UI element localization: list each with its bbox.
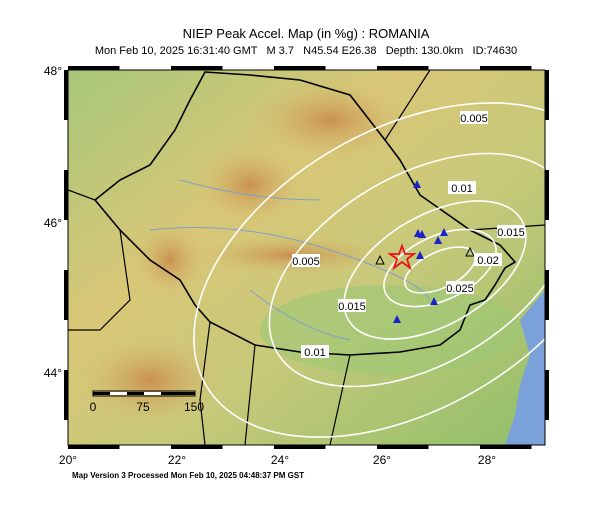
subtitle: Mon Feb 10, 2025 16:31:40 GMT M 3.7 N45.… [95, 45, 517, 57]
contour-label: 0.005 [460, 111, 488, 125]
frame-bar [68, 66, 120, 70]
scale-label: 0 [90, 400, 97, 414]
footer: Map Version 3 Processed Mon Feb 10, 2025… [72, 471, 304, 480]
frame-bar [545, 70, 549, 120]
frame-bar [377, 66, 429, 70]
frame-bar [64, 70, 68, 120]
frame-bar [171, 66, 223, 70]
lat-label: 44° [44, 366, 62, 380]
contour-label-text: 0.01 [304, 347, 325, 359]
contour-label-text: 0.005 [460, 113, 488, 125]
contours [193, 102, 545, 438]
contour-label: 0.02 [474, 253, 502, 267]
scale-label: 150 [184, 400, 204, 414]
lon-label: 22° [168, 453, 186, 467]
lat-label: 46° [44, 216, 62, 230]
frame-bar [274, 445, 326, 449]
contour-label-bg [338, 299, 366, 312]
frame-bar [64, 270, 68, 320]
frame-bar [545, 270, 549, 320]
epicenter [387, 243, 417, 271]
title: NIEP Peak Accel. Map (in %g) : ROMANIA [183, 26, 430, 41]
black-sea [505, 290, 545, 445]
contour-label-bg [301, 345, 329, 358]
frame-bar [171, 445, 223, 449]
frame-bar [68, 445, 120, 449]
contour-label: 0.005 [292, 254, 320, 268]
contour-label-bg [446, 281, 474, 294]
contour-label-text: 0.005 [292, 256, 320, 268]
frame-bar [545, 170, 549, 220]
lon-label: 24° [271, 453, 289, 467]
contour-label-bg [448, 181, 476, 194]
frame-bar [480, 66, 532, 70]
frame-ticks [64, 66, 549, 449]
contour-label-text: 0.01 [451, 183, 472, 195]
contour-label-text: 0.015 [497, 227, 525, 239]
rivers [149, 179, 431, 341]
map-area [68, 70, 545, 445]
stations-open [375, 246, 475, 265]
contour-label: 0.025 [446, 281, 474, 295]
scale-bar [92, 390, 196, 397]
frame-bar [64, 370, 68, 420]
lon-label: 26° [373, 453, 391, 467]
lon-label: 20° [59, 453, 77, 467]
contour-label: 0.015 [497, 225, 525, 239]
frame-bar [64, 170, 68, 220]
contour-label-text: 0.015 [338, 301, 366, 313]
lon-label: 28° [478, 453, 496, 467]
contour-label-bg [497, 225, 525, 238]
scale-label: 75 [136, 400, 150, 414]
lat-label: 48° [44, 64, 62, 78]
frame-bar [545, 370, 549, 420]
frame-bar [274, 66, 326, 70]
frame-bar [480, 445, 532, 449]
contour-label-bg [292, 254, 320, 267]
contour-label-bg [460, 111, 488, 124]
contour-label: 0.01 [448, 181, 476, 195]
contour-label: 0.01 [301, 345, 329, 359]
contour-label-text: 0.025 [446, 283, 474, 295]
contour-label: 0.015 [338, 299, 366, 313]
frame-bar [377, 445, 429, 449]
contour-label-text: 0.02 [477, 255, 498, 267]
contour-label-bg [474, 253, 502, 266]
